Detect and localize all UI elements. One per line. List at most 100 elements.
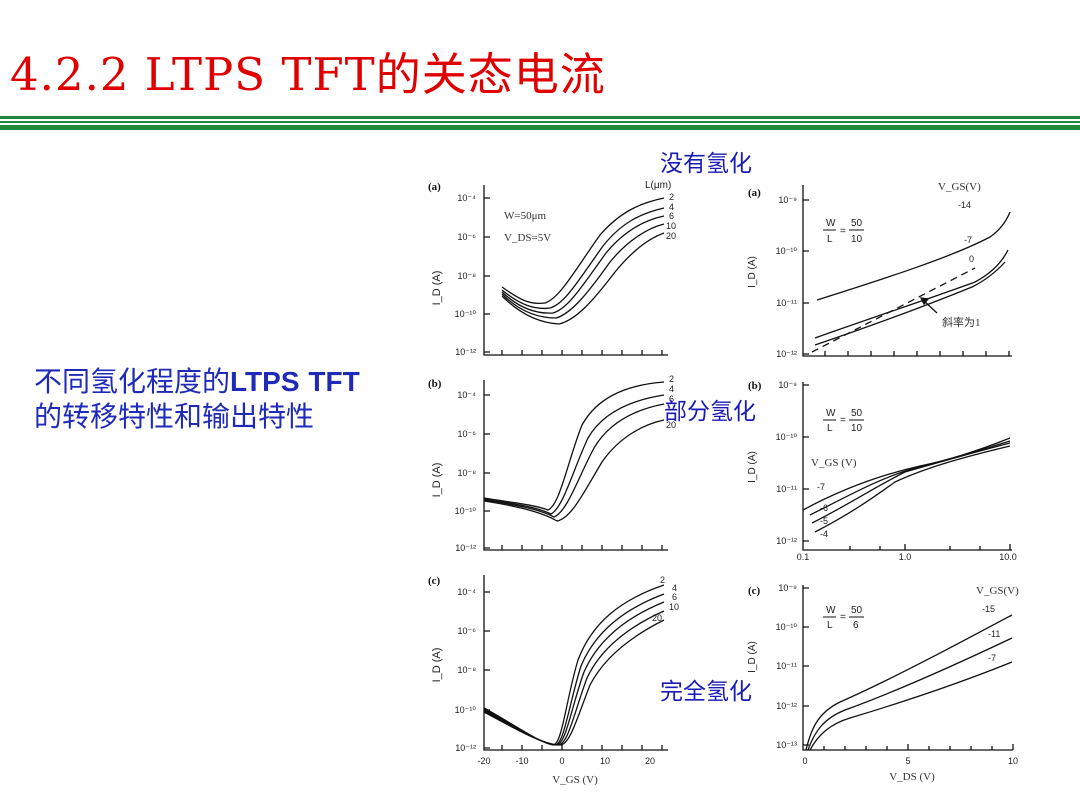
- output-b-xticks: [849, 544, 1011, 550]
- output-c-xlabel: V_DS (V): [889, 771, 935, 783]
- output-b-yticks: [803, 384, 809, 542]
- transfer-b-ytick-2: 10⁻⁶: [458, 429, 477, 439]
- output-a-vgs-m7: -7: [964, 235, 972, 245]
- output-c-ytick-3: 10⁻¹¹: [776, 661, 797, 671]
- output-a-wl-ratio: W L = 50 10: [823, 218, 864, 245]
- output-b-ytick-3: 10⁻¹¹: [776, 484, 797, 494]
- page-title: 4.2.2 LTPS TFT的关态电流: [10, 48, 606, 101]
- output-c-wl-l: 6: [853, 620, 859, 631]
- output-a-slope-note: 斜率为1: [942, 315, 981, 329]
- output-b-ylabel: I_D (A): [747, 451, 758, 483]
- output-c-vgs-title: V_GS(V): [976, 585, 1019, 597]
- transfer-xtick-0: 0: [559, 756, 564, 766]
- output-c-ytick-1: 10⁻⁹: [778, 583, 797, 593]
- transfer-a-len-6: 6: [669, 211, 674, 221]
- svg-text:L: L: [827, 234, 833, 245]
- transfer-annot-vds: V_DS=5V: [504, 232, 551, 244]
- desc-part-1: 不同氢化程度的: [34, 365, 231, 398]
- transfer-a-letter: (a): [428, 181, 441, 193]
- output-b-vgs-title: V_GS (V): [811, 457, 857, 469]
- desc-part-5: 的转移特性和输出特性: [34, 400, 315, 433]
- output-b-wl-l: 10: [851, 423, 863, 434]
- output-a-vgs-m14: -14: [958, 200, 971, 210]
- output-c-curve-vgs-15: [805, 614, 1013, 751]
- transfer-c-letter: (c): [428, 575, 441, 587]
- transfer-b-ytick-5: 10⁻¹²: [455, 543, 476, 553]
- transfer-c-ytick-2: 10⁻⁶: [458, 626, 477, 636]
- transfer-a-ytick-3: 10⁻⁸: [457, 271, 476, 281]
- output-b-curve-vgs-5: [811, 442, 1011, 524]
- output-a-curve-vgs-0: [814, 261, 1006, 346]
- transfer-a-len-10: 10: [666, 221, 676, 231]
- transfer-xlabel: V_GS (V): [552, 774, 598, 786]
- output-a-ytick-3: 10⁻¹¹: [776, 298, 797, 308]
- output-b-wl-ratio: W L = 50 10: [823, 408, 864, 434]
- transfer-panel-c: [483, 575, 668, 751]
- output-panel-b: [802, 382, 1012, 551]
- output-a-vgs-0: 0: [969, 254, 974, 264]
- output-a-ytick-1: 10⁻⁹: [778, 195, 797, 205]
- transfer-a-yticks: [484, 197, 490, 353]
- slide-description: 不同氢化程度的LTPS TFT的转移特性和输出特性: [34, 364, 384, 434]
- transfer-xtick-10: 10: [600, 756, 610, 766]
- output-c-ytick-4: 10⁻¹²: [776, 701, 797, 711]
- transfer-c-ytick-3: 10⁻⁸: [457, 665, 476, 675]
- transfer-a-len-20: 20: [666, 231, 676, 241]
- output-panel-a: [802, 185, 1012, 357]
- svg-text:=: =: [840, 226, 846, 237]
- label-no-hydrogenation: 没有氢化: [660, 151, 752, 177]
- output-a-slope-line: [811, 267, 976, 353]
- transfer-xtick-20: 20: [645, 756, 655, 766]
- output-a-curve-vgs-7: [814, 249, 1009, 339]
- output-c-vgs-m7: -7: [988, 653, 996, 663]
- transfer-b-yticks: [484, 394, 490, 549]
- transfer-b-len-20: 20: [666, 420, 676, 430]
- output-c-ytick-5: 10⁻¹³: [776, 740, 797, 750]
- output-a-ytick-2: 10⁻¹⁰: [776, 246, 798, 256]
- output-c-wl-w: 50: [851, 605, 863, 616]
- output-b-ytick-4: 10⁻¹²: [776, 536, 797, 546]
- transfer-b-curve-L4: [483, 394, 665, 515]
- title-rule-bottom: [0, 125, 1080, 130]
- transfer-c-len-20: 20: [652, 613, 662, 623]
- transfer-a-ylabel: I_D (A): [431, 271, 443, 306]
- output-b-vgs-m6: -6: [820, 503, 828, 513]
- output-b-letter: (b): [748, 380, 762, 392]
- output-b-wl-w: 50: [851, 408, 863, 419]
- transfer-panel-b: [483, 380, 668, 551]
- transfer-b-curve-L20: [483, 419, 665, 522]
- transfer-b-axes: [483, 380, 668, 551]
- transfer-b-ytick-3: 10⁻⁸: [457, 468, 476, 478]
- output-a-vgs-title: V_GS(V): [938, 181, 981, 193]
- output-b-curve-vgs-6: [809, 440, 1011, 516]
- output-b-vgs-m7: -7: [817, 482, 825, 492]
- transfer-c-len-2: 2: [660, 575, 665, 585]
- output-c-vgs-m11: -11: [988, 629, 1000, 639]
- svg-text:L: L: [827, 423, 833, 434]
- transfer-panel-a: [483, 185, 668, 356]
- transfer-c-ytick-1: 10⁻⁴: [457, 587, 476, 597]
- svg-text:W: W: [826, 218, 836, 229]
- title-rule-middle: [0, 121, 1080, 123]
- output-b-xtick-1.0: 1.0: [899, 552, 912, 562]
- output-c-xtick-10: 10: [1008, 756, 1018, 766]
- output-c-xtick-0: 0: [802, 756, 807, 766]
- transfer-b-letter: (b): [428, 378, 442, 390]
- transfer-b-ylabel: I_D (A): [431, 463, 443, 498]
- output-a-curve-vgs-14: [816, 211, 1011, 301]
- transfer-c-len-4: 4: [672, 583, 677, 593]
- transfer-b-len-4: 4: [669, 384, 674, 394]
- output-c-xtick-5: 5: [905, 756, 910, 766]
- output-b-xtick-0.1: 0.1: [797, 552, 810, 562]
- output-a-wl-w: 50: [851, 218, 863, 229]
- label-full-hydrogenation: 完全氢化: [660, 679, 752, 705]
- svg-text:W: W: [826, 408, 836, 419]
- transfer-xtick-m10: -10: [515, 756, 528, 766]
- output-b-curve-vgs-7: [802, 437, 1011, 511]
- transfer-c-curve-L20: [483, 619, 665, 746]
- output-b-ytick-2: 10⁻¹⁰: [776, 432, 798, 442]
- transfer-c-ytick-4: 10⁻¹⁰: [455, 705, 477, 715]
- output-c-curve-vgs-7: [809, 661, 1013, 751]
- transfer-a-curve-L10: [501, 223, 665, 319]
- output-a-wl-l: 10: [851, 234, 863, 245]
